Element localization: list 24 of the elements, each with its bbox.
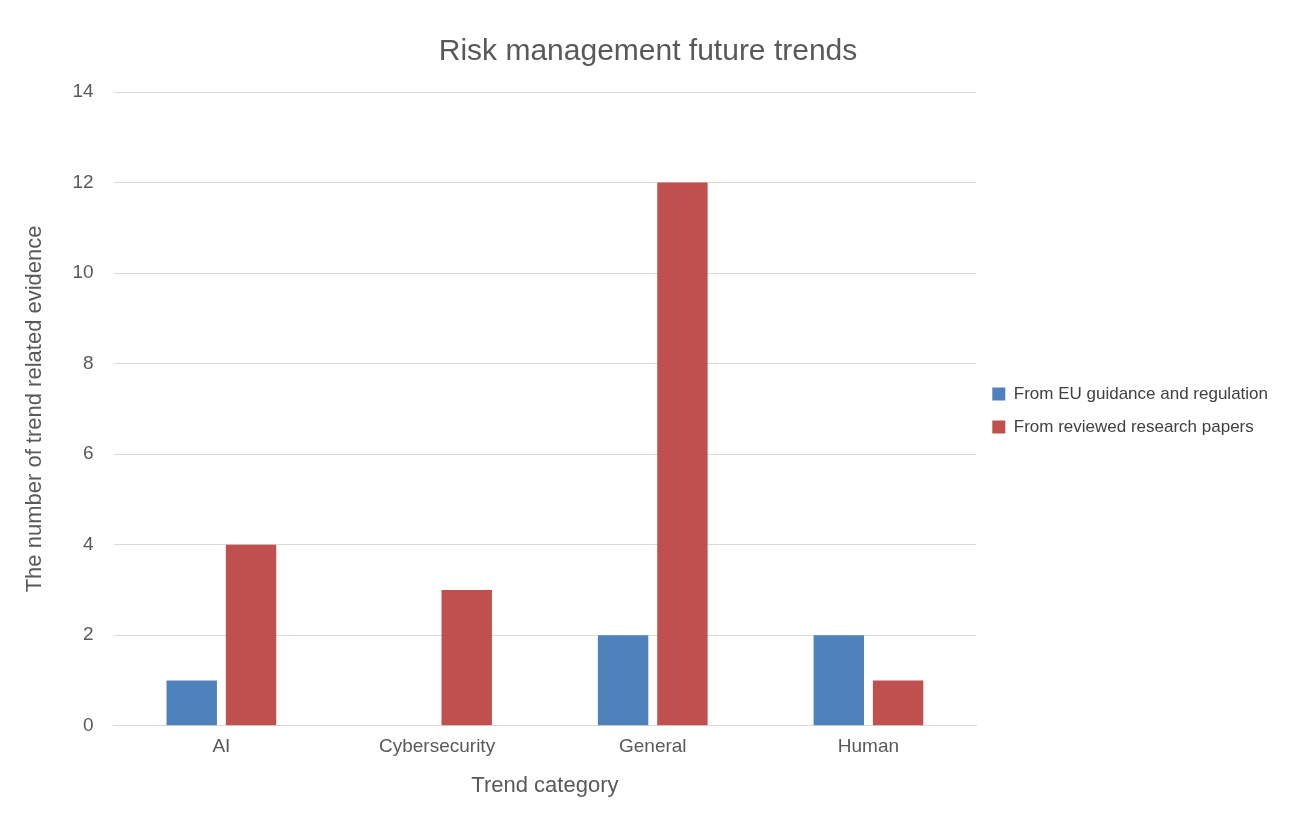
bar: [657, 182, 708, 726]
bar: [813, 635, 864, 726]
y-tick-label: 14: [72, 80, 94, 102]
y-tick-label: 2: [82, 623, 94, 645]
legend-label: From EU guidance and regulation: [1013, 383, 1268, 403]
x-tick-label: Human: [837, 735, 900, 757]
bar: [872, 680, 924, 726]
x-axis-title: Trend category: [471, 771, 619, 797]
y-tick-label: 10: [72, 261, 94, 283]
chart-title: Risk management future trends: [438, 33, 858, 67]
bar: [166, 680, 217, 726]
bar: [597, 635, 649, 726]
y-tick-label: 8: [82, 351, 94, 373]
bar: [441, 589, 492, 726]
y-tick-label: 4: [82, 532, 94, 554]
legend-label: From reviewed research papers: [1013, 416, 1254, 436]
y-tick-label: 6: [82, 442, 94, 464]
y-axis-title: The number of trend related evidence: [21, 225, 47, 593]
y-tick-label: 12: [72, 170, 94, 192]
x-tick-label: AI: [212, 735, 231, 757]
y-tick-label: 0: [82, 714, 94, 736]
x-tick-label: Cybersecurity: [378, 735, 496, 757]
x-tick-label: General: [618, 735, 687, 757]
bar: [225, 544, 277, 726]
